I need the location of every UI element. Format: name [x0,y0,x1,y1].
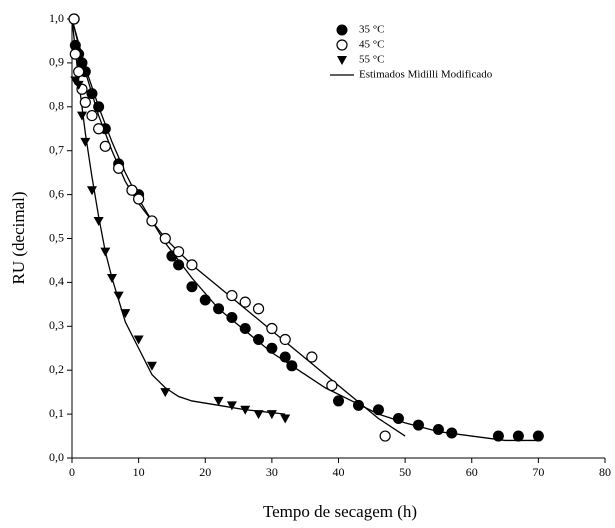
point [372,404,384,416]
point [160,388,171,398]
point [253,410,264,420]
point [120,309,131,319]
point [99,140,111,152]
point [146,361,157,371]
point [286,360,298,372]
point [106,274,117,284]
point [68,13,80,25]
point [213,303,225,315]
point [432,423,444,435]
y-tick-label: 0,4 [49,274,64,288]
point [266,322,278,335]
point [226,312,238,324]
point [93,101,105,113]
point [252,303,265,315]
point [69,39,81,51]
legend-text: 35 °C [359,24,385,36]
point [76,57,88,69]
point [333,395,344,407]
point [86,88,98,100]
point [93,123,105,135]
point [239,322,251,334]
x-tick-label: 60 [466,465,478,479]
fit-line [71,18,539,442]
point [412,419,424,431]
y-tick-label: 0,9 [49,55,64,69]
point [352,399,364,411]
y-tick-label: 0,1 [49,406,64,420]
point [266,410,277,420]
y-tick-label: 0,2 [49,362,64,376]
fit-line [71,18,406,437]
point [80,137,91,147]
x-axis-title: Tempo de secagem (h) [263,502,417,521]
legend-text: Estimados Midilli Modificado [359,69,493,81]
point [69,48,81,60]
point [133,193,145,205]
point [73,66,85,78]
point [76,111,87,121]
x-tick-label: 10 [133,465,145,479]
point [392,412,404,424]
y-tick-label: 0,3 [49,318,64,332]
point [280,414,291,424]
point [446,427,458,439]
y-tick-label: 0,7 [49,142,64,156]
y-tick-label: 0,8 [49,99,64,113]
point [173,259,185,271]
point [133,335,144,345]
point [279,351,291,363]
x-tick-label: 40 [333,465,345,479]
point [146,215,158,227]
point [532,430,544,442]
point [86,186,97,196]
x-tick-label: 50 [399,465,411,479]
point [113,162,125,174]
point [326,379,338,392]
fit-line [71,18,286,415]
point [186,281,198,293]
point [512,430,524,442]
legend-marker [336,24,348,36]
point [226,289,238,302]
point [126,184,138,196]
legend-marker [336,39,348,51]
y-tick-label: 0,0 [49,450,64,464]
point [253,333,265,345]
point [199,294,211,306]
x-tick-label: 70 [532,465,544,479]
y-tick-label: 1,0 [49,11,64,25]
point [266,342,278,354]
point [73,80,84,90]
x-tick-label: 0 [69,465,75,479]
point [279,333,291,346]
x-tick-label: 30 [266,465,278,479]
legend-marker [337,56,347,65]
point [113,291,124,301]
y-tick-label: 0,6 [49,186,64,200]
point [226,401,237,411]
legend-text: 45 °C [359,39,385,51]
point [379,430,391,442]
legend-text: 55 °C [359,54,385,66]
x-tick-label: 80 [599,465,611,479]
point [186,259,198,271]
point [100,247,111,257]
x-tick-label: 20 [199,465,211,479]
point [79,96,91,109]
point [173,246,185,258]
point [492,430,504,442]
point [306,351,318,363]
y-axis-title: RU (decimal) [9,192,28,285]
point [240,405,251,415]
point [86,109,98,122]
point [93,216,104,226]
point [159,232,171,245]
y-tick-label: 0,5 [49,230,64,244]
point [213,396,224,406]
point [239,296,251,308]
